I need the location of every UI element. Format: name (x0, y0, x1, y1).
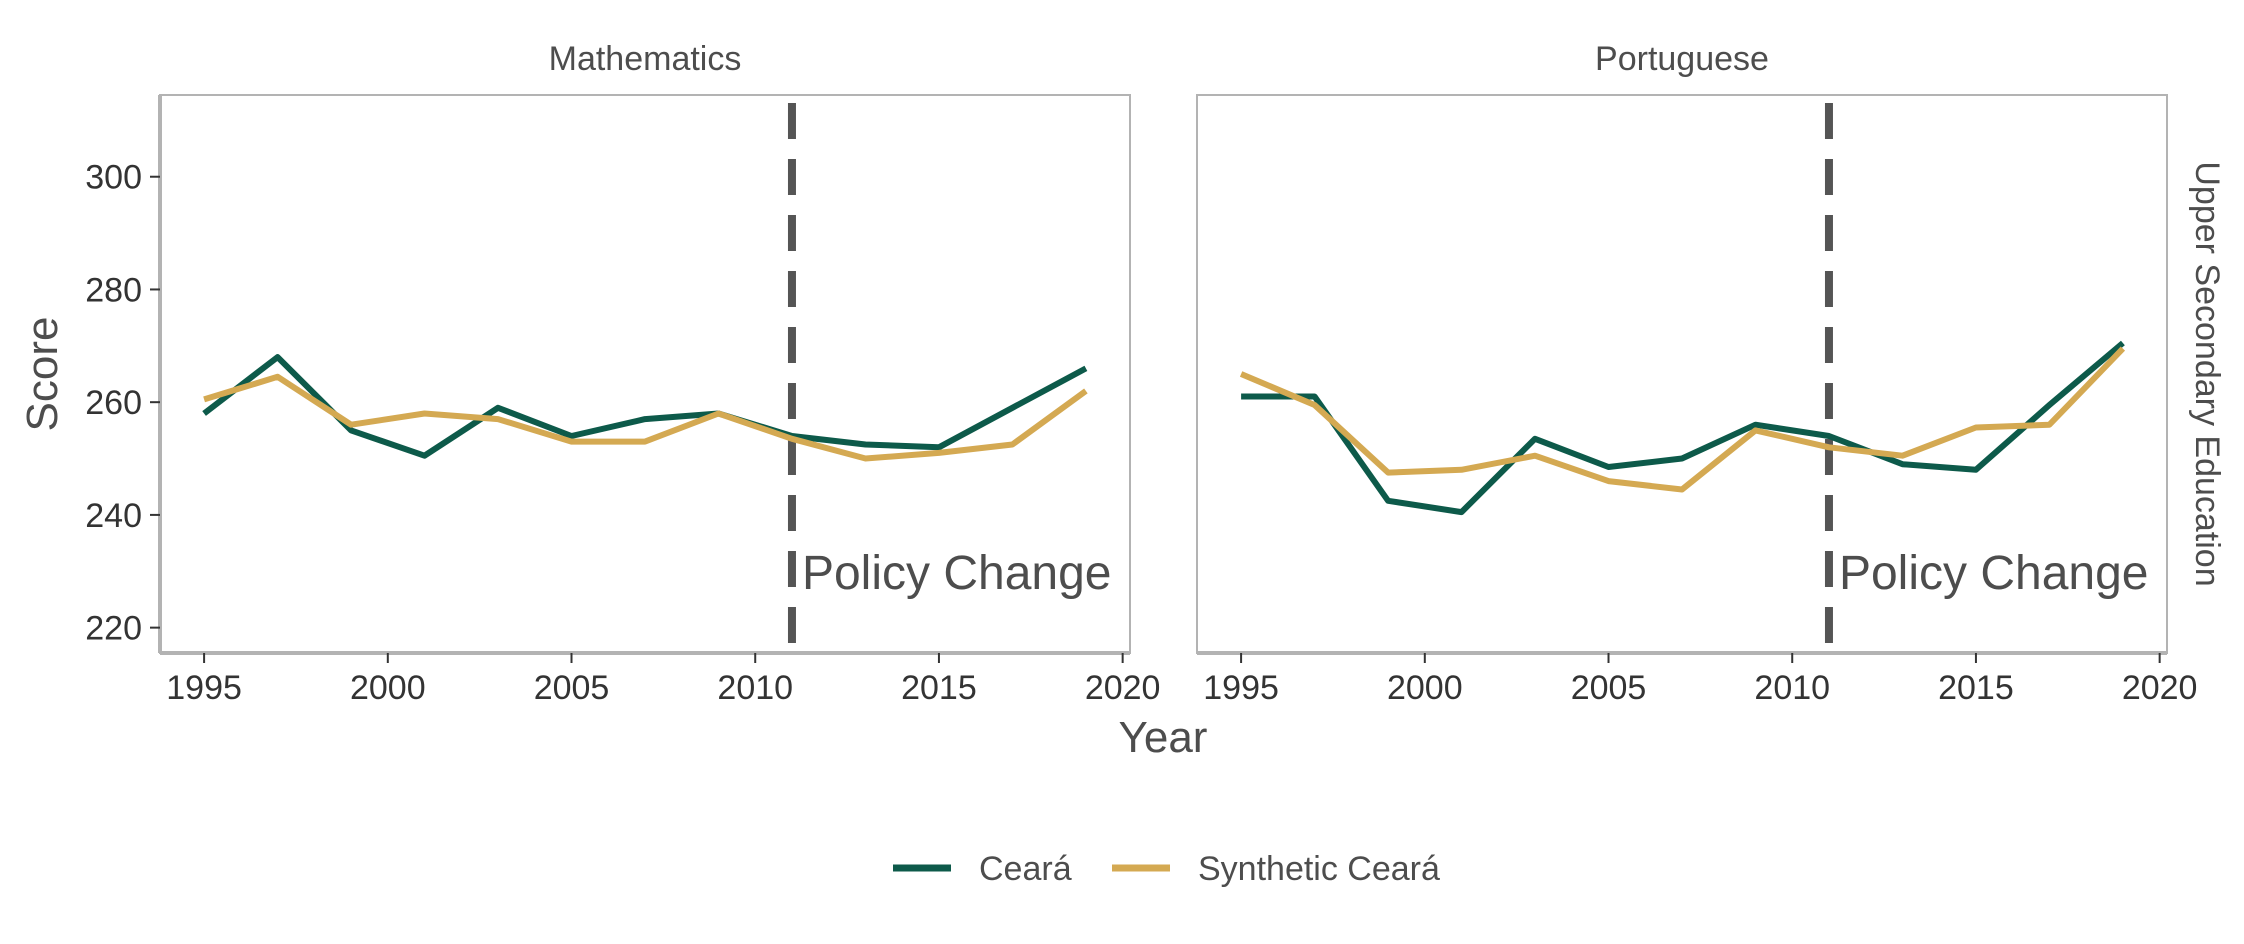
y-tick-label-260: 260 (85, 384, 142, 422)
legend-label-1: Synthetic Ceará (1198, 850, 1440, 888)
y-axis-title: Score (18, 317, 67, 432)
x-tick-label-1-1995: 1995 (1203, 669, 1279, 707)
x-tick-label-1-2005: 2005 (1571, 669, 1647, 707)
y-tick-label-300: 300 (85, 159, 142, 197)
x-tick-label-1-2010: 2010 (1754, 669, 1830, 707)
x-tick-label-0-2020: 2020 (1085, 669, 1161, 707)
policy-change-label-0: Policy Change (802, 547, 1112, 600)
policy-change-label-1: Policy Change (1839, 547, 2149, 600)
x-tick-label-0-2010: 2010 (717, 669, 793, 707)
x-tick-label-0-2005: 2005 (534, 669, 610, 707)
series-line-0-0 (202, 354, 1088, 459)
y-tick-label-220: 220 (85, 610, 142, 648)
series-line-1-0 (1241, 340, 2125, 516)
x-axis-title: Year (1119, 713, 1208, 762)
legend-label-0: Ceará (979, 850, 1072, 888)
x-tick-label-1-2020: 2020 (2122, 669, 2198, 707)
facet-title-1: Portuguese (1595, 40, 1769, 78)
x-tick-label-0-1995: 1995 (166, 669, 242, 707)
series-line-0-1 (203, 373, 1088, 462)
x-tick-label-0-2000: 2000 (350, 669, 426, 707)
x-tick-label-0-2015: 2015 (901, 669, 977, 707)
row-strip-label: Upper Secondary Education (2188, 161, 2226, 586)
facet-title-0: Mathematics (549, 40, 742, 78)
y-tick-label-240: 240 (85, 497, 142, 535)
x-tick-label-1-2015: 2015 (1938, 669, 2014, 707)
x-tick-label-1-2000: 2000 (1387, 669, 1463, 707)
y-tick-label-280: 280 (85, 271, 142, 309)
series-line-1-1 (1239, 346, 2126, 493)
